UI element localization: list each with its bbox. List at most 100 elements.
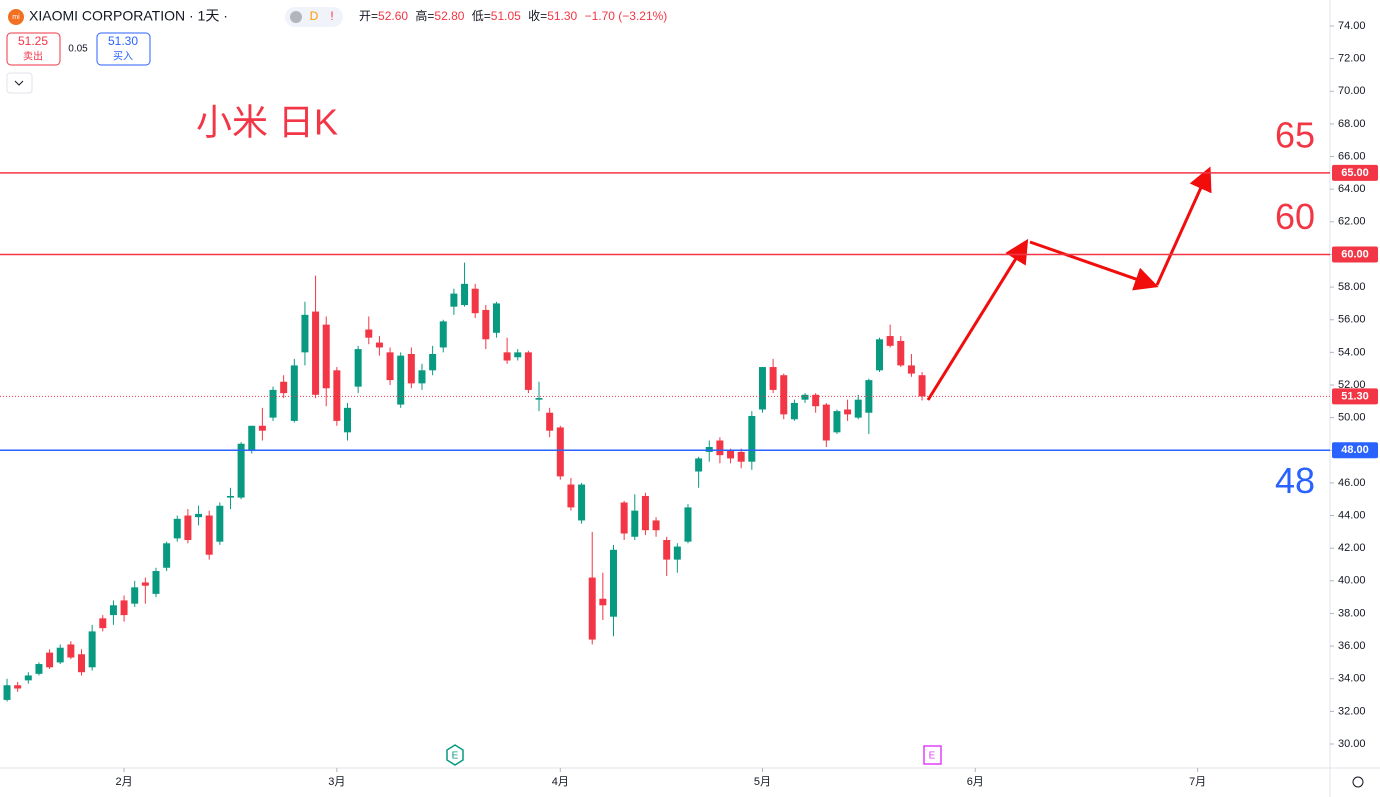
candle-body bbox=[822, 404, 830, 441]
candle-body bbox=[514, 352, 522, 358]
ohlc-value: 51.30 bbox=[547, 9, 577, 23]
candle-body bbox=[280, 381, 288, 394]
x-tick-label: 7月 bbox=[1189, 776, 1206, 788]
event-marker[interactable] bbox=[923, 745, 942, 765]
sell-label: 卖出 bbox=[23, 50, 43, 63]
candle-body bbox=[418, 370, 426, 384]
candle-body bbox=[24, 675, 32, 681]
candle-body bbox=[471, 288, 479, 314]
ohlc-label: 开= bbox=[359, 9, 378, 23]
candle-body bbox=[790, 402, 798, 420]
event-marker[interactable] bbox=[446, 744, 464, 766]
buy-button[interactable] bbox=[96, 32, 151, 66]
candle-body bbox=[195, 513, 203, 518]
candle-body bbox=[439, 321, 447, 348]
candle-body bbox=[578, 484, 586, 521]
candle-body bbox=[503, 352, 511, 361]
candle-body bbox=[705, 447, 713, 452]
candle-body bbox=[535, 398, 543, 400]
x-tick-label: 4月 bbox=[552, 776, 569, 788]
candle-body bbox=[737, 451, 745, 462]
collapse-button[interactable] bbox=[6, 72, 33, 94]
candle-body bbox=[588, 577, 596, 640]
event-label: E bbox=[929, 751, 936, 762]
sell-price: 51.25 bbox=[18, 34, 48, 48]
y-tick-label: 44.00 bbox=[1338, 509, 1366, 521]
candle-body bbox=[652, 520, 660, 531]
sell-button[interactable] bbox=[6, 32, 61, 66]
y-tick-label: 38.00 bbox=[1338, 607, 1366, 619]
level-label: 65.00 bbox=[1341, 167, 1369, 179]
candle-body bbox=[716, 440, 724, 456]
level-badge bbox=[1332, 246, 1378, 263]
settings-icon[interactable] bbox=[1352, 776, 1364, 788]
candle-body bbox=[631, 510, 639, 537]
y-tick-label: 50.00 bbox=[1338, 412, 1366, 424]
candle-body bbox=[610, 549, 618, 617]
candle-body bbox=[56, 647, 64, 663]
candle-body bbox=[14, 685, 22, 689]
level-badge bbox=[1332, 442, 1378, 459]
ohlc-value: 52.80 bbox=[434, 9, 464, 23]
level-annotation: 48 bbox=[1275, 460, 1315, 501]
candle-body bbox=[99, 618, 107, 629]
y-tick-label: 52.00 bbox=[1338, 379, 1366, 391]
candle-body bbox=[88, 631, 96, 668]
chevron bbox=[14, 80, 24, 86]
candle-body bbox=[684, 507, 692, 542]
plot-area bbox=[0, 262, 1330, 702]
candle-body bbox=[801, 394, 809, 400]
arrow bbox=[1029, 240, 1159, 291]
candle-body bbox=[748, 416, 756, 462]
candle-body bbox=[918, 375, 926, 397]
candle-body bbox=[226, 495, 234, 498]
chart-title: 小米 日K bbox=[196, 102, 338, 143]
y-tick-label: 58.00 bbox=[1338, 281, 1366, 293]
ohlc-label: 收= bbox=[528, 9, 547, 23]
candle-body bbox=[876, 339, 884, 371]
candle-body bbox=[301, 314, 309, 353]
candle-body bbox=[258, 425, 266, 431]
candle-body bbox=[290, 365, 298, 421]
candle-body bbox=[375, 342, 383, 348]
candle-body bbox=[907, 365, 915, 374]
level-label: 60.00 bbox=[1341, 248, 1369, 260]
candle-body bbox=[205, 515, 213, 555]
last-price-label: 51.30 bbox=[1341, 390, 1369, 402]
candle-body bbox=[556, 427, 564, 477]
candle-body bbox=[173, 518, 181, 539]
y-tick-label: 42.00 bbox=[1338, 542, 1366, 554]
candle-body bbox=[663, 540, 671, 560]
candle-body bbox=[365, 329, 373, 338]
candle-body bbox=[216, 505, 224, 542]
candle-body bbox=[163, 543, 171, 568]
candle-body bbox=[131, 587, 139, 604]
event-label: E bbox=[452, 751, 459, 762]
ohlc-label: 低= bbox=[472, 9, 491, 23]
candle-body bbox=[599, 598, 607, 606]
candle-body bbox=[407, 353, 415, 384]
y-tick-label: 74.00 bbox=[1338, 20, 1366, 32]
y-tick-label: 36.00 bbox=[1338, 640, 1366, 652]
candle-body bbox=[184, 515, 192, 541]
logo-text: mi bbox=[12, 14, 20, 21]
y-tick-label: 68.00 bbox=[1338, 118, 1366, 130]
flag: ! bbox=[330, 9, 333, 23]
level-annotation: 65 bbox=[1275, 114, 1315, 155]
buy-price: 51.30 bbox=[108, 34, 138, 48]
x-tick-label: 5月 bbox=[754, 776, 771, 788]
y-tick-label: 40.00 bbox=[1338, 575, 1366, 587]
spread: 0.05 bbox=[68, 44, 88, 55]
candle-body bbox=[237, 443, 245, 498]
flags-pill[interactable] bbox=[285, 7, 343, 27]
buy-label: 买入 bbox=[113, 51, 133, 63]
ohlc-value: 51.05 bbox=[491, 9, 521, 23]
flag-dot bbox=[290, 11, 302, 23]
y-tick-label: 30.00 bbox=[1338, 738, 1366, 750]
candle-body bbox=[354, 349, 362, 387]
y-tick-label: 56.00 bbox=[1338, 314, 1366, 326]
candle-body bbox=[429, 353, 437, 371]
candle-body bbox=[758, 367, 766, 410]
